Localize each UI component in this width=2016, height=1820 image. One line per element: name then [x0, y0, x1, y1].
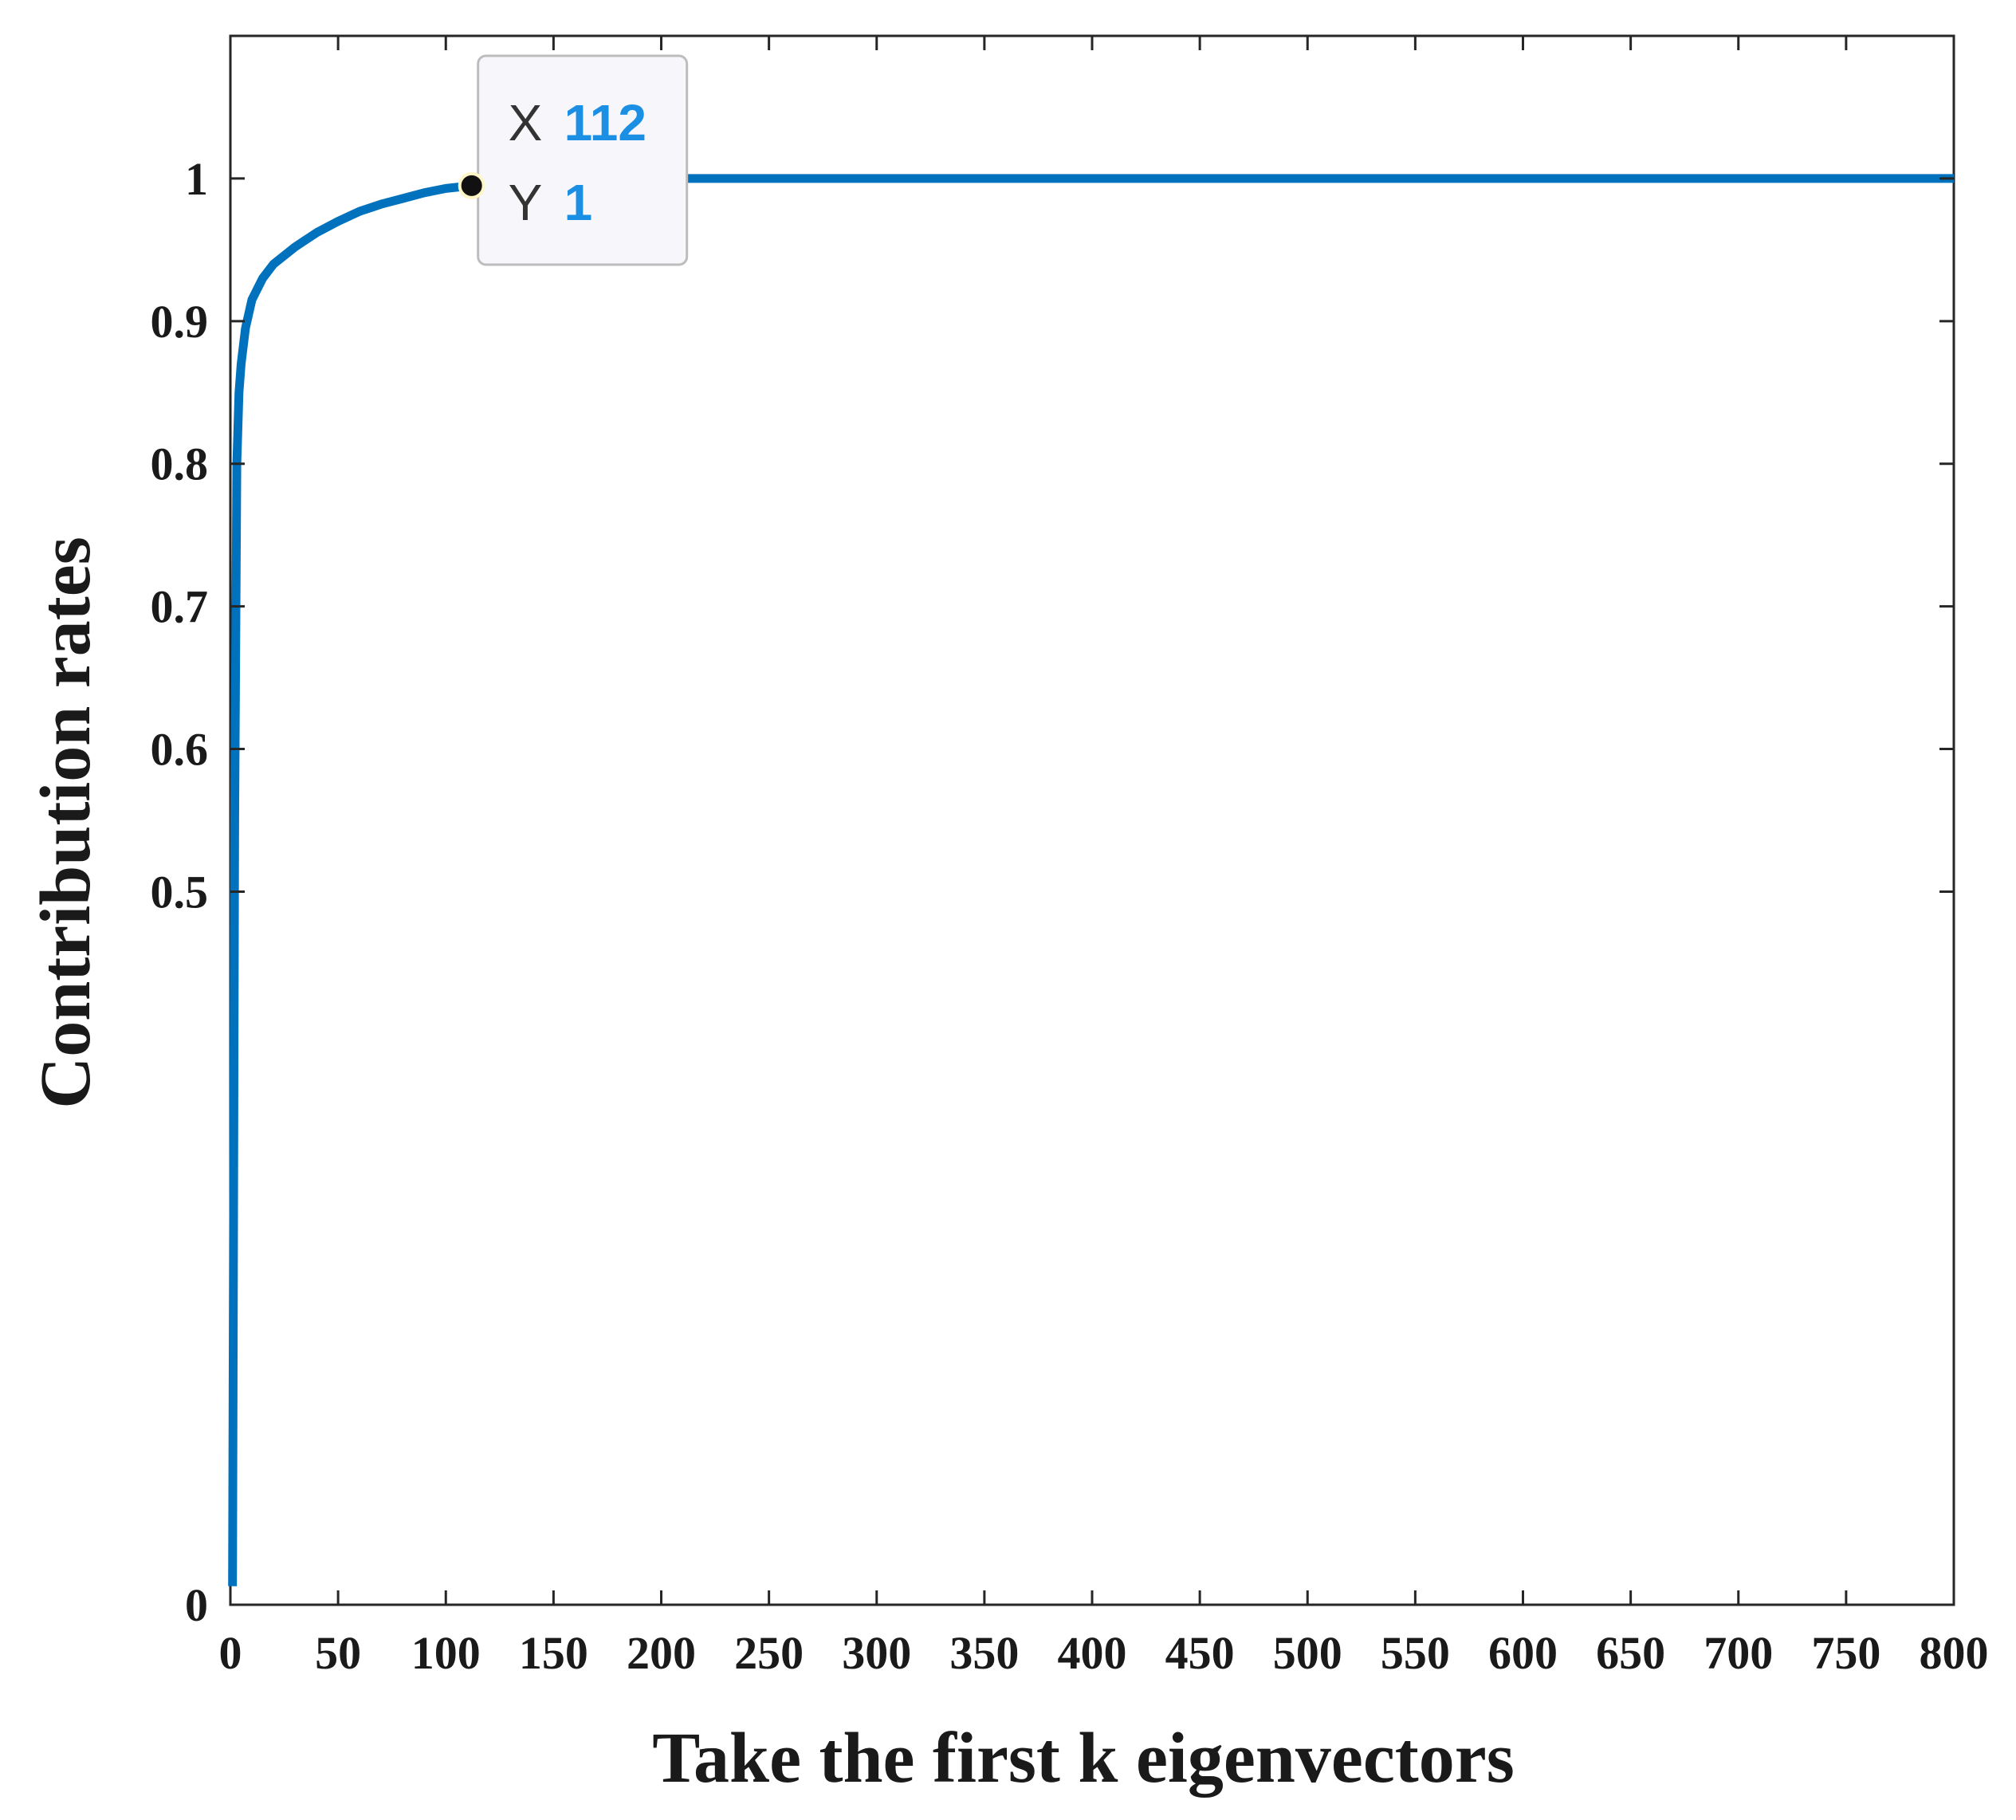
datatip[interactable]: X 112 Y 1 — [458, 54, 689, 266]
x-tick-label-600: 600 — [1488, 1627, 1558, 1679]
y-tick-label-0.6: 0.6 — [151, 724, 209, 776]
y-tick-label-0.8: 0.8 — [151, 438, 209, 490]
x-tick-label-750: 750 — [1811, 1627, 1880, 1679]
series-line-0 — [228, 174, 1954, 1586]
plot-area — [228, 34, 1955, 1606]
y-tick-label-0.5: 0.5 — [151, 866, 209, 918]
x-tick-label-300: 300 — [842, 1627, 911, 1679]
y-axis-title: Contribution rates — [26, 537, 105, 1109]
x-tick-label-0: 0 — [219, 1627, 242, 1679]
datatip-marker — [458, 171, 485, 199]
axes-box — [229, 34, 1955, 1606]
x-tick-label-200: 200 — [627, 1627, 696, 1679]
x-tick-label-550: 550 — [1381, 1627, 1450, 1679]
x-tick-label-500: 500 — [1273, 1627, 1342, 1679]
y-tick-label-0: 0 — [185, 1579, 208, 1631]
x-tick-label-450: 450 — [1165, 1627, 1235, 1679]
x-tick-label-400: 400 — [1058, 1627, 1127, 1679]
x-tick-label-700: 700 — [1704, 1627, 1773, 1679]
x-tick-label-100: 100 — [411, 1627, 481, 1679]
y-tick-label-0.7: 0.7 — [151, 581, 209, 633]
y-tick-label-1: 1 — [185, 153, 208, 205]
x-tick-label-150: 150 — [519, 1627, 588, 1679]
x-tick-label-650: 650 — [1596, 1627, 1665, 1679]
datatip-x-value: 112 — [564, 94, 646, 151]
y-tick-label-0.9: 0.9 — [151, 296, 209, 348]
x-tick-label-350: 350 — [949, 1627, 1019, 1679]
axis-ticks: 0 50 100 150 200 250 300 350 400 450 500 550 600 650 7… — [151, 36, 1989, 1679]
datatip-box — [477, 54, 689, 266]
x-tick-label-50: 50 — [315, 1627, 361, 1679]
datatip-y-key: Y — [509, 174, 543, 231]
datatip-x-key: X — [509, 94, 543, 151]
datatip-y-value: 1 — [564, 174, 593, 231]
x-tick-label-800: 800 — [1920, 1627, 1989, 1679]
x-axis-title: Take the first k eigenvectors — [652, 1719, 1515, 1798]
x-tick-label-250: 250 — [734, 1627, 804, 1679]
